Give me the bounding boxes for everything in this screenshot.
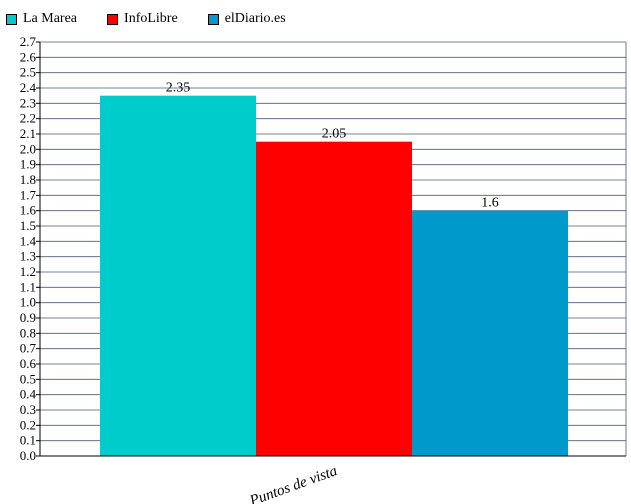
y-tick-label: 2.0 xyxy=(20,141,36,156)
y-tick-label: 1.6 xyxy=(20,203,37,218)
y-tick-label: 0.5 xyxy=(20,371,36,386)
x-category-label: Puntos de vista xyxy=(247,463,340,504)
y-tick-label: 2.6 xyxy=(20,49,37,64)
y-tick-label: 1.8 xyxy=(20,172,36,187)
legend-label: elDiario.es xyxy=(224,11,286,26)
y-tick-label: 0.4 xyxy=(20,387,37,402)
data-label: 1.6 xyxy=(481,196,499,211)
y-tick-label: 1.2 xyxy=(20,264,36,279)
y-tick-label: 1.1 xyxy=(20,279,36,294)
y-tick-label: 1.5 xyxy=(20,218,36,233)
y-tick-label: 2.2 xyxy=(20,111,36,126)
y-tick-label: 1.0 xyxy=(20,295,36,310)
y-tick-label: 0.2 xyxy=(20,417,36,432)
y-tick-label: 2.3 xyxy=(20,95,36,110)
legend-swatch xyxy=(6,13,17,25)
y-tick-labels: 0.00.10.20.30.40.50.60.70.80.91.01.11.21… xyxy=(20,34,40,463)
y-tick-label: 1.3 xyxy=(20,249,36,264)
axes xyxy=(39,42,627,457)
legend-item-infolibre: InfoLibre xyxy=(107,11,178,27)
y-tick-label: 0.0 xyxy=(20,448,36,463)
bar-1 xyxy=(100,95,256,457)
legend-item-la-marea: La Marea xyxy=(6,11,77,27)
bars-group xyxy=(100,95,568,457)
legend-swatch xyxy=(107,13,119,25)
legend-swatch xyxy=(207,13,219,25)
y-tick-label: 0.6 xyxy=(20,356,37,371)
y-tick-label: 1.7 xyxy=(20,187,37,202)
bar-2 xyxy=(256,141,412,456)
y-tick-label: 1.9 xyxy=(20,157,36,172)
y-tick-label: 2.5 xyxy=(20,65,36,80)
data-labels: 2.35 2.05 1.6 xyxy=(166,81,499,211)
y-tick-label: 2.1 xyxy=(20,126,36,141)
bar-3 xyxy=(412,210,568,456)
data-label: 2.05 xyxy=(322,127,347,142)
y-tick-label: 0.9 xyxy=(20,310,36,325)
y-tick-label: 0.7 xyxy=(20,341,37,356)
y-tick-label: 1.4 xyxy=(20,233,37,248)
legend: La Marea InfoLibre elDiario.es xyxy=(6,8,316,30)
legend-label: InfoLibre xyxy=(124,11,178,26)
y-tick-label: 0.3 xyxy=(20,402,36,417)
y-tick-label: 0.1 xyxy=(20,433,36,448)
y-tick-label: 2.4 xyxy=(20,80,37,95)
y-tick-label: 0.8 xyxy=(20,325,36,340)
legend-item-eldiario: elDiario.es xyxy=(207,11,286,27)
legend-label: La Marea xyxy=(23,11,78,26)
y-tick-label: 2.7 xyxy=(20,34,37,49)
data-label: 2.35 xyxy=(166,81,191,96)
